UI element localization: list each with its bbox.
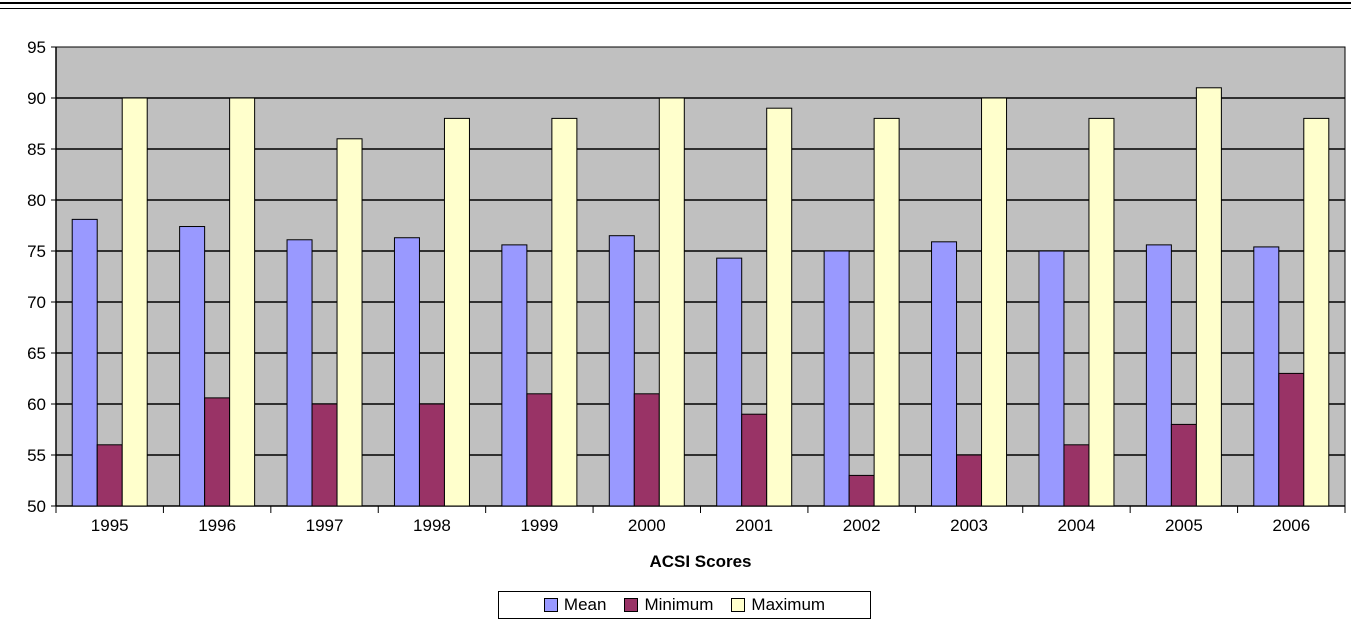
bar-minimum-2006 [1278,372,1305,507]
y-tick-label: 50 [27,497,46,516]
bar-minimum-2003 [956,454,983,507]
y-tick-label: 95 [27,38,46,57]
bar-mean-2001 [716,257,743,507]
y-tick-label: 55 [27,446,46,465]
bar-mean-2000 [608,235,635,507]
top-rule [0,2,1351,4]
x-tick-label: 2004 [1058,516,1096,535]
bar-mean-1995 [71,218,98,507]
bar-mean-1996 [179,226,206,507]
x-tick-label: 2000 [628,516,666,535]
legend: Mean Minimum Maximum [498,591,871,619]
bar-maximum-2001 [766,107,793,507]
bar-minimum-2004 [1063,444,1090,507]
bar-minimum-1997 [311,403,338,507]
y-tick-label: 80 [27,191,46,210]
legend-label: Minimum [644,595,714,614]
x-tick-label: 1997 [306,516,344,535]
x-tick-label: 1996 [198,516,236,535]
y-tick-label: 75 [27,242,46,261]
bar-maximum-2003 [981,97,1008,507]
legend-swatch [624,598,639,612]
bar-maximum-2004 [1088,117,1115,507]
x-tick-label: 2003 [950,516,988,535]
bar-mean-2006 [1253,246,1280,507]
bar-minimum-2005 [1170,423,1197,507]
bar-maximum-2006 [1303,117,1330,507]
x-tick-label: 1999 [520,516,558,535]
legend-item-maximum: Maximum [731,595,825,615]
x-tick-label: 2006 [1272,516,1310,535]
legend-item-minimum: Minimum [624,595,713,615]
bar-mean-2005 [1145,244,1172,507]
bar-minimum-1995 [96,444,123,507]
y-tick-label: 90 [27,89,46,108]
bar-mean-1999 [501,244,528,507]
bar-mean-2002 [823,250,850,507]
bar-maximum-1995 [121,97,148,507]
legend-swatch [543,598,558,612]
bar-minimum-1998 [418,403,445,507]
plot-area [55,46,1346,507]
bar-maximum-1996 [229,97,256,507]
bar-minimum-2001 [741,413,768,507]
bar-minimum-2002 [848,474,875,507]
bar-maximum-1999 [551,117,578,507]
x-tick-label: 1998 [413,516,451,535]
chart-svg: 50 55 60 65 70 75 80 85 90 95 1995 1996 1997 1998 1999… [27,38,1346,571]
bar-minimum-2000 [633,393,660,507]
bar-minimum-1999 [526,393,553,507]
x-axis-title: ACSI Scores [649,552,751,571]
bar-maximum-2005 [1195,87,1222,507]
bar-maximum-2002 [873,117,900,507]
bar-maximum-1998 [443,117,470,507]
top-rule-thin [0,8,1351,9]
legend-label: Maximum [751,595,826,614]
y-tick-label: 70 [27,293,46,312]
y-tick-label: 65 [27,344,46,363]
bar-mean-2004 [1038,250,1065,507]
legend-item-mean: Mean [543,595,607,615]
bar-maximum-2000 [658,97,685,507]
x-tick-label: 2001 [735,516,773,535]
bar-mean-2003 [931,241,958,507]
bar-maximum-1997 [336,138,363,507]
x-tick-label: 2002 [843,516,881,535]
y-tick-label: 85 [27,140,46,159]
bar-mean-1998 [393,237,420,507]
bar-minimum-1996 [204,397,231,507]
y-tick-label: 60 [27,395,46,414]
bar-mean-1997 [286,239,313,507]
x-tick-label: 1995 [91,516,129,535]
legend-label: Mean [563,595,607,614]
x-tick-label: 2005 [1165,516,1203,535]
legend-swatch [731,598,746,612]
